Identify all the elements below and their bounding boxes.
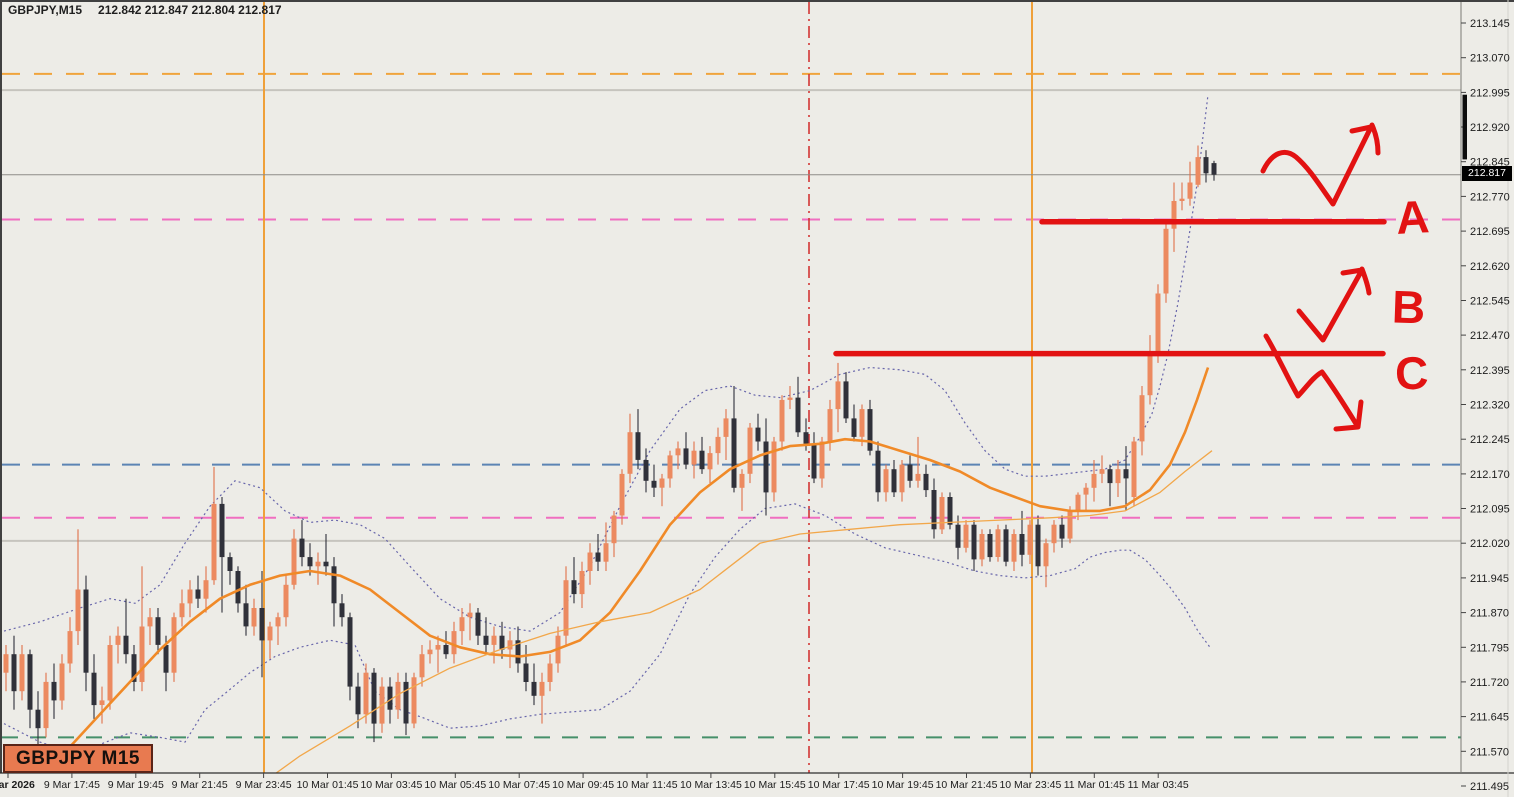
current-price-tag: 212.817 <box>1462 166 1512 181</box>
svg-text:211.720: 211.720 <box>1470 677 1509 689</box>
time-axis[interactable]: 9 Mar 2026 9 Mar 17:45 9 Mar 19:45 9 Mar 21… <box>0 773 1189 791</box>
svg-text:9 Mar 17:45: 9 Mar 17:45 <box>44 779 100 791</box>
annotation-letter-c: C <box>1394 346 1430 400</box>
svg-text:212.995: 212.995 <box>1470 87 1510 99</box>
symbol-timeframe-badge: GBPJPY M15 <box>3 744 153 773</box>
svg-text:9 Mar 2026: 9 Mar 2026 <box>0 779 35 791</box>
zigzag-down-arrow-c <box>1263 333 1364 432</box>
candlesticks <box>3 145 1217 747</box>
svg-text:10 Mar 15:45: 10 Mar 15:45 <box>744 779 806 791</box>
symbol-period-label: GBPJPY,M15 <box>8 3 83 17</box>
svg-text:211.945: 211.945 <box>1470 573 1509 585</box>
chart-title: GBPJPY,M15 212.842 212.847 212.804 212.8… <box>8 3 282 17</box>
svg-text:212.695: 212.695 <box>1470 226 1510 238</box>
svg-text:212.470: 212.470 <box>1470 330 1510 342</box>
horizontal-level-lines <box>2 72 1461 739</box>
bollinger-upper-band <box>3 94 1209 632</box>
zigzag-up-arrow-top <box>1260 122 1381 207</box>
svg-text:9 Mar 19:45: 9 Mar 19:45 <box>108 779 164 791</box>
red-annotations <box>833 122 1387 432</box>
annotation-letter-b: B <box>1391 280 1427 334</box>
svg-text:11 Mar 03:45: 11 Mar 03:45 <box>1128 779 1189 791</box>
svg-text:10 Mar 17:45: 10 Mar 17:45 <box>808 779 870 791</box>
svg-text:10 Mar 05:45: 10 Mar 05:45 <box>424 779 486 791</box>
vertical-lines <box>263 2 1033 773</box>
svg-text:212.170: 212.170 <box>1470 469 1510 481</box>
svg-text:11 Mar 01:45: 11 Mar 01:45 <box>1064 779 1125 791</box>
price-axis[interactable]: 213.145 213.070 212.995 212.920 212.845 212.7… <box>1461 18 1510 793</box>
ma-slow-line <box>275 450 1213 773</box>
axis-range-marker <box>1462 94 1467 160</box>
svg-text:10 Mar 19:45: 10 Mar 19:45 <box>872 779 934 791</box>
svg-text:10 Mar 01:45: 10 Mar 01:45 <box>297 779 359 791</box>
svg-text:212.920: 212.920 <box>1470 122 1510 134</box>
svg-text:213.070: 213.070 <box>1470 53 1510 65</box>
svg-text:10 Mar 11:45: 10 Mar 11:45 <box>616 779 677 791</box>
ohlc-quotes: 212.842 212.847 212.804 212.817 <box>98 3 282 17</box>
annotation-letter-a: A <box>1394 190 1431 244</box>
svg-text:213.145: 213.145 <box>1470 18 1510 30</box>
svg-text:212.020: 212.020 <box>1470 538 1510 550</box>
svg-text:211.795: 211.795 <box>1470 642 1509 654</box>
svg-text:10 Mar 07:45: 10 Mar 07:45 <box>488 779 550 791</box>
svg-text:211.870: 211.870 <box>1470 608 1509 620</box>
svg-text:10 Mar 03:45: 10 Mar 03:45 <box>360 779 422 791</box>
svg-text:212.545: 212.545 <box>1470 296 1510 308</box>
svg-text:212.770: 212.770 <box>1470 191 1510 203</box>
svg-text:212.245: 212.245 <box>1470 434 1510 446</box>
svg-text:211.645: 211.645 <box>1470 712 1509 724</box>
svg-text:211.495: 211.495 <box>1470 781 1509 793</box>
svg-text:212.845: 212.845 <box>1470 157 1510 169</box>
zigzag-up-arrow-b <box>1296 266 1372 343</box>
svg-text:212.320: 212.320 <box>1470 400 1510 412</box>
ma-fast-line <box>50 367 1210 773</box>
svg-text:10 Mar 13:45: 10 Mar 13:45 <box>680 779 742 791</box>
svg-text:10 Mar 21:45: 10 Mar 21:45 <box>936 779 998 791</box>
svg-text:9 Mar 21:45: 9 Mar 21:45 <box>172 779 228 791</box>
svg-text:212.620: 212.620 <box>1470 261 1510 273</box>
svg-text:211.570: 211.570 <box>1470 746 1509 758</box>
svg-text:212.395: 212.395 <box>1470 365 1510 377</box>
svg-text:212.095: 212.095 <box>1470 504 1510 516</box>
svg-text:10 Mar 23:45: 10 Mar 23:45 <box>999 779 1061 791</box>
svg-text:10 Mar 09:45: 10 Mar 09:45 <box>552 779 614 791</box>
svg-text:9 Mar 23:45: 9 Mar 23:45 <box>236 779 292 791</box>
